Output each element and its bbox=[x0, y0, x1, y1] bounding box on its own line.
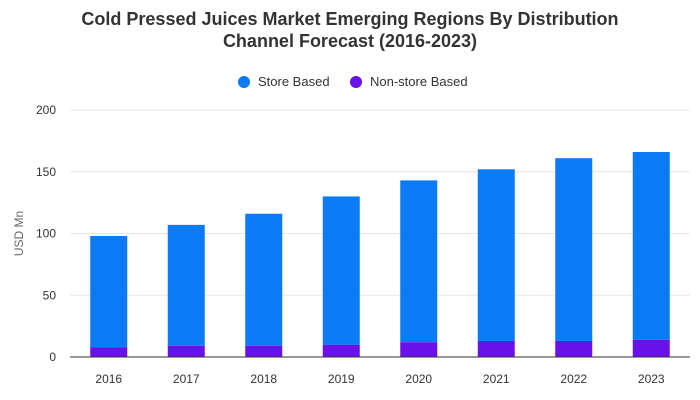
legend-item-store-based[interactable]: Store Based bbox=[238, 74, 330, 89]
legend-item-non-store-based[interactable]: Non-store Based bbox=[350, 74, 468, 89]
chart-title-line-1: Cold Pressed Juices Market Emerging Regi… bbox=[81, 9, 619, 29]
legend-label-store-based: Store Based bbox=[258, 74, 330, 89]
legend-swatch-store-based bbox=[238, 75, 250, 88]
chart-title: Cold Pressed Juices Market Emerging Regi… bbox=[0, 8, 700, 52]
x-tick-label-2023: 2023 bbox=[638, 372, 665, 386]
bar-non-store-based-2017[interactable] bbox=[167, 345, 205, 357]
bar-non-store-based-2021[interactable] bbox=[477, 340, 515, 357]
x-tick-label-2020: 2020 bbox=[405, 372, 432, 386]
y-tick-label: 50 bbox=[43, 288, 57, 302]
bar-non-store-based-2022[interactable] bbox=[555, 340, 593, 357]
y-tick-label: 200 bbox=[36, 103, 56, 117]
gridlines bbox=[70, 109, 690, 296]
y-axis-label: USD Mn bbox=[12, 211, 26, 256]
x-tick-label-2018: 2018 bbox=[250, 372, 277, 386]
bar-store-based-2016[interactable] bbox=[90, 235, 128, 348]
y-tick-label: 150 bbox=[36, 165, 56, 179]
bar-non-store-based-2016[interactable] bbox=[90, 347, 128, 357]
bar-store-based-2020[interactable] bbox=[400, 180, 438, 343]
x-axis-ticks: 2016 2017 2018 2019 2020 2021 2022 2023 bbox=[95, 372, 665, 386]
bar-store-based-2023[interactable] bbox=[632, 151, 670, 340]
legend-label-non-store-based: Non-store Based bbox=[370, 74, 468, 89]
bars bbox=[90, 151, 670, 357]
x-tick-label-2019: 2019 bbox=[328, 372, 355, 386]
x-tick-label-2017: 2017 bbox=[173, 372, 200, 386]
y-axis-ticks: 0 50 100 150 200 bbox=[36, 103, 56, 364]
bar-store-based-2021[interactable] bbox=[477, 169, 515, 341]
bar-non-store-based-2023[interactable] bbox=[632, 339, 670, 357]
chart-title-line-2: Channel Forecast (2016-2023) bbox=[222, 31, 478, 51]
chart-legend: Store Based Non-store Based bbox=[0, 74, 700, 92]
legend-swatch-non-store-based bbox=[350, 75, 362, 88]
bar-store-based-2017[interactable] bbox=[167, 224, 205, 346]
x-tick-label-2021: 2021 bbox=[483, 372, 510, 386]
y-tick-label: 100 bbox=[36, 227, 56, 241]
bar-store-based-2019[interactable] bbox=[322, 196, 360, 345]
y-tick-label: 0 bbox=[49, 350, 56, 364]
x-tick-label-2022: 2022 bbox=[560, 372, 587, 386]
bar-non-store-based-2019[interactable] bbox=[322, 344, 360, 357]
bar-store-based-2018[interactable] bbox=[245, 213, 283, 346]
bar-non-store-based-2018[interactable] bbox=[245, 345, 283, 357]
bar-store-based-2022[interactable] bbox=[555, 158, 593, 341]
bar-non-store-based-2020[interactable] bbox=[400, 342, 438, 357]
x-tick-label-2016: 2016 bbox=[95, 372, 122, 386]
